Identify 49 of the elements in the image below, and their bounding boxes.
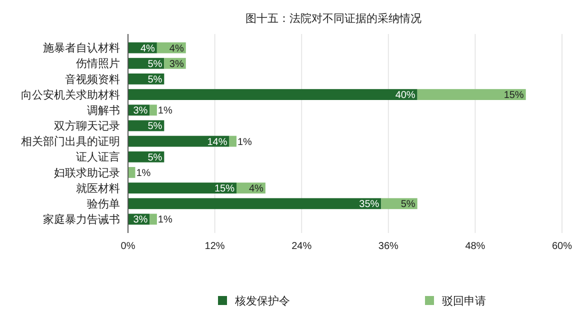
y-tick-label: 妇联求助记录: [54, 166, 120, 180]
data-label: 15%: [214, 184, 235, 195]
bar: [128, 198, 382, 210]
x-tick-label: 0%: [120, 241, 136, 252]
y-tick-label: 证人证言: [76, 150, 120, 164]
data-label: 1%: [238, 136, 252, 148]
bar: [128, 89, 418, 100]
y-tick-label: 家庭暴力告诫书: [43, 213, 120, 226]
data-label: 5%: [148, 121, 162, 132]
bar: [150, 214, 157, 225]
x-tick-label: 36%: [378, 241, 399, 252]
y-tick-label: 施暴者自认材料: [43, 42, 120, 55]
legend-label: 核发保护令: [234, 294, 290, 308]
y-tick-label: 向公安机关求助材料: [21, 88, 120, 102]
bar: [128, 182, 236, 194]
data-label: 5%: [400, 199, 416, 210]
y-tick-label: 双方聊天记录: [54, 120, 120, 133]
y-tick-label: 伤情照片: [76, 57, 120, 70]
data-label: 4%: [248, 184, 264, 195]
data-label: 1%: [158, 214, 172, 226]
x-tick-label: 12%: [204, 241, 225, 252]
data-label: 1%: [158, 106, 172, 117]
y-tick-label: 相关部门出具的证明: [21, 135, 120, 148]
data-label: 5%: [148, 74, 162, 86]
data-label: 5%: [148, 152, 162, 164]
bar: [417, 89, 526, 100]
y-tick-label: 调解书: [87, 104, 120, 117]
chart-title: 图十五：法院对不同证据的采纳情况: [246, 12, 422, 25]
bar: [150, 104, 157, 116]
x-tick-label: 48%: [465, 241, 486, 252]
x-tick-label: 24%: [292, 241, 312, 252]
data-label: 4%: [140, 43, 156, 54]
x-tick-label: 60%: [552, 241, 572, 252]
bar: [128, 167, 136, 178]
legend-label: 驳回申请: [442, 294, 486, 308]
data-label: 15%: [504, 90, 524, 102]
y-tick-label: 验伤单: [87, 197, 120, 210]
data-label: 14%: [207, 136, 228, 148]
data-label: 3%: [169, 58, 184, 70]
data-label: 40%: [395, 90, 416, 102]
data-label: 5%: [148, 58, 162, 70]
bar: [229, 136, 236, 147]
data-label: 35%: [359, 199, 380, 210]
data-label: 3%: [133, 106, 148, 117]
y-tick-label: 音视频资料: [65, 72, 120, 86]
data-label: 4%: [169, 43, 184, 54]
data-label: 1%: [136, 168, 151, 179]
data-label: 3%: [133, 214, 148, 226]
y-tick-label: 就医材料: [76, 182, 120, 195]
